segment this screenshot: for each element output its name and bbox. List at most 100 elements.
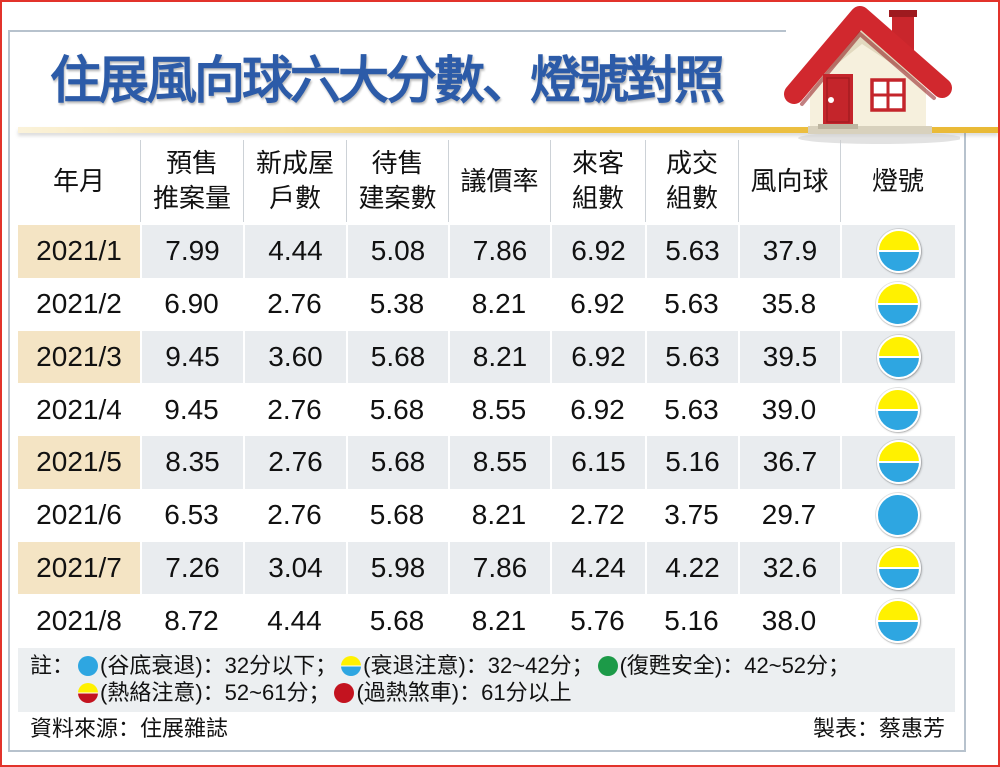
chart-credit: 製表：蔡惠芳 bbox=[812, 716, 945, 741]
value-cell: 2.76 bbox=[267, 499, 322, 531]
legend-line: (熱絡注意)：52~61分； (過熱煞車)：61分以上 bbox=[30, 679, 955, 706]
score-cell: 35.8 bbox=[761, 288, 817, 320]
score-cell: 39.0 bbox=[761, 393, 817, 425]
blue-light-icon bbox=[875, 493, 920, 538]
value-cell: 7.86 bbox=[448, 225, 550, 278]
value-cell: 5.68 bbox=[346, 436, 448, 489]
month-cell: 2021/6 bbox=[36, 499, 122, 531]
value-cell: 5.63 bbox=[645, 225, 738, 278]
value-cell: 3.75 bbox=[664, 499, 719, 531]
value-cell: 6.15 bbox=[550, 436, 645, 489]
value-cell: 6.90 bbox=[164, 288, 219, 320]
table-header: 年月 預售 推案量 新成屋 戶數 待售 建案數 議價率 來客 組數 成交 bbox=[18, 140, 955, 222]
value-cell: 2.72 bbox=[570, 499, 625, 531]
header-unsold-projects: 待售 建案數 bbox=[346, 140, 448, 222]
header-line: 組數 bbox=[665, 183, 718, 213]
frame-border bbox=[964, 132, 966, 752]
blue-light-icon bbox=[78, 655, 99, 676]
month-cell: 2021/5 bbox=[18, 436, 140, 489]
value-cell: 2.76 bbox=[267, 393, 322, 425]
legend-label: 註： bbox=[30, 653, 75, 678]
month-cell: 2021/2 bbox=[36, 288, 122, 320]
value-cell: 5.76 bbox=[570, 604, 625, 636]
house-roof bbox=[784, 6, 952, 104]
header-signal: 燈號 bbox=[840, 140, 955, 222]
header-line: 預售 bbox=[165, 148, 218, 178]
legend-item-text: (熱絡注意)：52~61分； bbox=[100, 680, 331, 705]
yellow-blue-light-icon bbox=[876, 334, 921, 379]
value-cell: 7.86 bbox=[448, 541, 550, 595]
header-line: 年月 bbox=[52, 165, 105, 196]
value-cell: 5.63 bbox=[645, 330, 738, 384]
value-cell: 6.92 bbox=[550, 330, 645, 384]
value-cell: 2.76 bbox=[243, 436, 346, 489]
value-cell: 6.92 bbox=[570, 393, 625, 425]
table-row: 2021/5 8.35 2.76 5.68 8.55 6.15 5.16 36.7 bbox=[18, 436, 955, 489]
table-row: 2021/4 9.45 2.76 5.68 8.55 6.92 5.63 39.0 bbox=[18, 383, 955, 436]
signal-cell bbox=[840, 489, 955, 542]
frame-border bbox=[8, 30, 10, 752]
house-door-knob bbox=[828, 97, 834, 103]
score-cell: 39.5 bbox=[738, 330, 840, 384]
value-cell: 9.45 bbox=[164, 393, 219, 425]
legend-item-text: (衰退注意)：32~42分； bbox=[363, 653, 594, 678]
yellow-blue-light-icon bbox=[876, 229, 921, 274]
house-roof-edge bbox=[800, 31, 936, 106]
table-row: 2021/1 7.99 4.44 5.08 7.86 6.92 5.63 37.9 bbox=[18, 225, 955, 278]
value-cell: 8.21 bbox=[448, 330, 550, 384]
table-body: 2021/1 7.99 4.44 5.08 7.86 6.92 5.63 37.9 2021/2… bbox=[18, 140, 955, 647]
legend-item-text: (復甦安全)：42~52分； bbox=[619, 653, 851, 678]
value-cell: 8.72 bbox=[164, 604, 219, 636]
header-line: 來客 bbox=[571, 148, 624, 178]
value-cell: 5.63 bbox=[664, 393, 719, 425]
signal-cell bbox=[840, 225, 955, 278]
value-cell: 5.68 bbox=[369, 604, 425, 636]
value-cell: 4.22 bbox=[645, 541, 738, 595]
header-line: 組數 bbox=[571, 183, 624, 213]
yellow-blue-light-icon bbox=[876, 545, 921, 590]
signal-cell bbox=[840, 330, 955, 384]
score-table: 年月 預售 推案量 新成屋 戶數 待售 建案數 議價率 來客 組數 成交 bbox=[18, 140, 955, 647]
house-icon bbox=[784, 6, 960, 144]
red-light-icon bbox=[334, 682, 355, 703]
value-cell: 8.21 bbox=[471, 499, 527, 531]
legend-item-text: (過熱煞車)：61分以上 bbox=[356, 680, 572, 705]
month-cell: 2021/7 bbox=[18, 541, 140, 595]
header-line: 成交 bbox=[665, 148, 718, 178]
house-door-panel bbox=[826, 77, 850, 123]
signal-cell bbox=[840, 541, 955, 595]
header-line: 戶數 bbox=[268, 183, 321, 213]
frame-border bbox=[8, 750, 966, 752]
header-line: 建案數 bbox=[358, 183, 437, 213]
value-cell: 7.26 bbox=[140, 541, 243, 595]
header-presale-launches: 預售 推案量 bbox=[140, 140, 243, 222]
table-row: 2021/7 7.26 3.04 5.98 7.86 4.24 4.22 32.6 bbox=[18, 541, 955, 595]
frame-border bbox=[8, 30, 786, 32]
signal-cell bbox=[840, 436, 955, 489]
value-cell: 5.68 bbox=[346, 330, 448, 384]
header-visitor-groups: 來客 組數 bbox=[550, 140, 645, 222]
legend-note: 註： (谷底衰退)：32分以下； (衰退注意)：32~42分； (復甦安全)：42~5… bbox=[18, 648, 955, 712]
signal-cell bbox=[840, 278, 955, 331]
yellow-blue-light-icon bbox=[875, 598, 920, 643]
value-cell: 4.44 bbox=[267, 604, 322, 636]
legend-line: 註： (谷底衰退)：32分以下； (衰退注意)：32~42分； (復甦安全)：42~5… bbox=[30, 652, 955, 679]
month-cell: 2021/8 bbox=[36, 604, 122, 636]
month-cell: 2021/1 bbox=[18, 225, 140, 278]
header-bargaining-rate: 議價率 bbox=[448, 140, 550, 222]
value-cell: 5.08 bbox=[346, 225, 448, 278]
house-shadow bbox=[798, 132, 960, 144]
legend-item-text: (谷底衰退)：32分以下； bbox=[100, 653, 338, 678]
score-cell: 29.7 bbox=[761, 499, 817, 531]
table-row: 2021/3 9.45 3.60 5.68 8.21 6.92 5.63 39.5 bbox=[18, 330, 955, 384]
house-chimney-cap bbox=[889, 10, 917, 17]
value-cell: 7.99 bbox=[140, 225, 243, 278]
value-cell: 5.98 bbox=[346, 541, 448, 595]
value-cell: 6.92 bbox=[550, 225, 645, 278]
value-cell: 3.60 bbox=[243, 330, 346, 384]
value-cell: 5.68 bbox=[369, 499, 425, 531]
header-line: 燈號 bbox=[871, 165, 924, 196]
value-cell: 8.55 bbox=[448, 436, 550, 489]
header-line: 新成屋 bbox=[255, 148, 334, 178]
